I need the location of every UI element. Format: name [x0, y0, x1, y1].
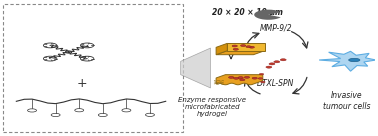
Text: Invasive
tumour cells: Invasive tumour cells: [323, 91, 370, 111]
Ellipse shape: [349, 58, 360, 62]
Circle shape: [240, 79, 245, 81]
Circle shape: [259, 73, 264, 75]
Circle shape: [233, 48, 239, 50]
Circle shape: [269, 63, 275, 65]
Text: DTXL-SPN: DTXL-SPN: [257, 79, 294, 89]
Circle shape: [246, 46, 251, 48]
Circle shape: [252, 77, 257, 79]
Text: MMP-9/2: MMP-9/2: [260, 24, 292, 33]
Circle shape: [238, 77, 243, 78]
Circle shape: [258, 78, 263, 79]
Wedge shape: [254, 10, 281, 20]
Text: +: +: [76, 78, 87, 90]
Polygon shape: [227, 43, 265, 51]
Text: 20 × 20 × 10 μm: 20 × 20 × 10 μm: [212, 8, 284, 17]
Circle shape: [280, 59, 286, 61]
Polygon shape: [216, 51, 265, 55]
Circle shape: [266, 66, 272, 68]
Circle shape: [229, 76, 234, 78]
Circle shape: [274, 61, 280, 63]
Text: Enzyme responsive
microfabricated
hydrogel: Enzyme responsive microfabricated hydrog…: [178, 97, 246, 117]
Circle shape: [244, 76, 249, 78]
Circle shape: [232, 45, 237, 47]
Circle shape: [240, 45, 246, 47]
Polygon shape: [181, 48, 211, 88]
Circle shape: [249, 46, 254, 48]
Circle shape: [234, 77, 239, 79]
Polygon shape: [319, 51, 376, 71]
Polygon shape: [216, 43, 227, 55]
Polygon shape: [216, 75, 263, 85]
Circle shape: [261, 81, 265, 83]
